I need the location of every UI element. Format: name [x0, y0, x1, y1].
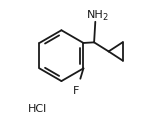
- Text: NH: NH: [87, 10, 104, 19]
- Text: 2: 2: [102, 13, 107, 22]
- Text: HCl: HCl: [28, 104, 47, 114]
- Text: F: F: [73, 86, 80, 96]
